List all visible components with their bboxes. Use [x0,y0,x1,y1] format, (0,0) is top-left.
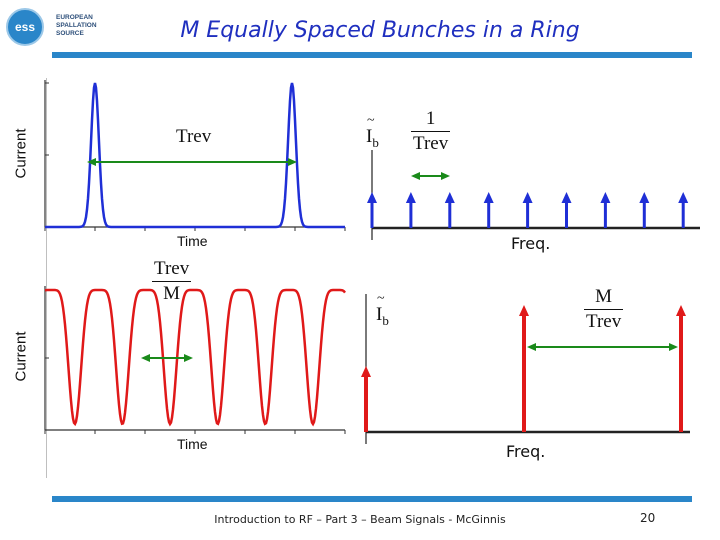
spectral-line-3-head [444,192,455,203]
spectral-line-2-head [405,192,416,203]
top-left-trev-text: Trev [176,126,212,147]
m-over-trev-arrow-head-left [527,343,536,351]
bottom-right-fraction: M Trev [584,286,624,333]
trev-arrow-head-left [87,158,96,166]
top-left-spacing-arrow [87,158,297,166]
spectral-line-2-head [519,305,529,316]
bottom-left-pulse-train [44,288,346,427]
top-right-spectral-lines [367,192,689,228]
ib-symbol: I [366,126,373,147]
bottom-right-axes [365,294,690,444]
logo-mark-text: ess [14,20,36,34]
logo-mark-icon: ess [6,8,44,46]
bottom-right-xlabel: Freq. [506,442,546,461]
logo-wordmark: EUROPEAN SPALLATION SOURCE [56,14,97,38]
spectral-line-1-head [361,366,371,377]
footer-divider [52,496,692,502]
spectral-line-5-head [522,192,533,203]
slide-title: M Equally Spaced Bunches in a Ring [180,18,580,43]
frac-bar [584,309,624,310]
frac-den: Trev [586,311,622,332]
frac-bar [411,131,451,132]
trev-over-m-arrow-head-left [141,354,150,362]
trev-over-m-arrow-head-right [184,354,193,362]
freq-spacing-arrow-head-left [411,172,420,180]
top-right-ylabel: ~ Ib [366,113,379,151]
frac-num: M [595,286,613,307]
spectral-line-3-head [676,305,686,316]
tilde-mark: ~ [367,113,375,128]
tilde-mark: ~ [377,291,385,306]
bottom-right-ylabel: ~ Ib [376,291,389,329]
ib-sub: b [382,312,389,328]
bottom-right-spectral-lines [361,305,686,432]
footer-text: Introduction to RF – Part 3 – Beam Signa… [214,513,506,526]
ib-symbol: I [376,304,383,325]
ib-sub: b [372,134,379,150]
frac-num: Trev [154,258,190,279]
spectral-line-9-head [678,192,689,203]
spectral-line-6-head [561,192,572,203]
bottom-left-fraction: Trev M [152,258,192,305]
top-right-fraction: 1 Trev [411,108,451,155]
spectral-line-7-head [600,192,611,203]
top-right-spacing-arrow [411,172,450,180]
frac-num: 1 [425,108,436,129]
bottom-right-spacing-arrow [527,343,678,351]
bottom-left-spacing-arrow [141,354,193,362]
top-right-xlabel: Freq. [511,234,551,253]
top-left-xlabel: Time [177,233,208,249]
top-left-pulse-train [45,82,345,229]
m-over-trev-arrow-head-right [669,343,678,351]
freq-spacing-arrow-head-right [441,172,450,180]
spectral-line-4-head [483,192,494,203]
logo-line-2: SPALLATION [56,22,97,29]
title-divider [52,52,692,58]
spectral-line-1-head [367,192,377,203]
logo-line-1: EUROPEAN [56,14,93,21]
bottom-left-xlabel: Time [177,436,208,452]
ess-logo: ess EUROPEAN SPALLATION SOURCE [4,4,104,48]
left-margin-rule [46,78,47,478]
frac-bar [152,281,192,282]
logo-line-3: SOURCE [56,30,84,37]
top-left-trev-label: Trev [176,126,211,148]
frac-den: M [163,283,181,304]
page-number: 20 [640,511,656,525]
spectral-line-8-head [639,192,650,203]
trev-arrow-head-right [288,158,297,166]
frac-den: Trev [413,133,449,154]
